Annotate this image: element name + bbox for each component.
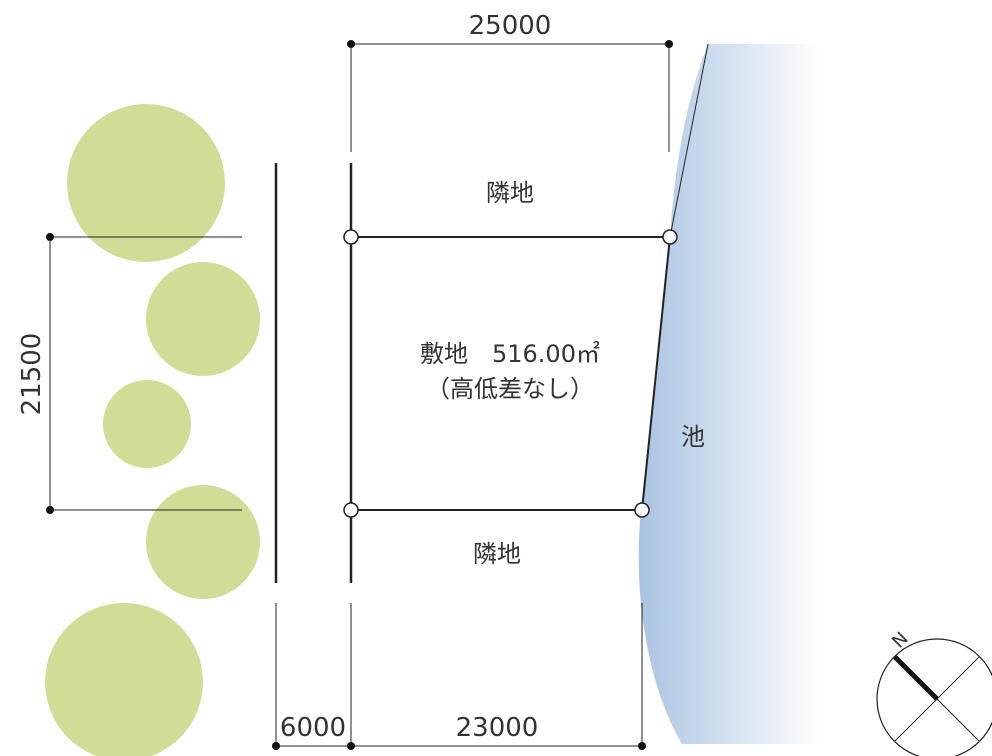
dimension-end-dot	[272, 742, 280, 750]
corner-marker	[343, 502, 359, 518]
dimension-road-width: 6000	[280, 713, 346, 743]
dimension-end-dot	[347, 40, 355, 48]
pond-shore-line-upper	[669, 43, 709, 238]
label-pond: 池	[681, 423, 705, 451]
corner-marker	[343, 229, 359, 245]
dimension-site-depth: 21500	[17, 333, 47, 416]
tree-group	[45, 104, 260, 756]
label-site-area: 敷地 516.00㎡	[420, 340, 600, 368]
dimension-end-dot	[46, 506, 54, 514]
label-neighbor-bottom: 隣地	[473, 540, 521, 568]
corner-markers	[343, 229, 678, 518]
label-site-note: （高低差なし）	[426, 375, 594, 403]
compass-north-needle	[893, 655, 939, 701]
dimension-end-dot	[665, 40, 673, 48]
north-compass: N	[876, 628, 992, 756]
corner-marker	[662, 229, 678, 245]
compass-ring	[876, 638, 992, 756]
compass-cross-line	[936, 656, 980, 700]
compass-cross-line	[936, 698, 980, 742]
tree	[146, 485, 260, 599]
tree	[67, 104, 225, 262]
tree	[45, 603, 203, 756]
tree	[146, 262, 260, 376]
dimension-end-dot	[347, 742, 355, 750]
compass-cross-line	[894, 698, 938, 742]
dimension-end-dot	[638, 742, 646, 750]
site-right-boundary	[641, 236, 671, 511]
label-neighbor-top: 隣地	[486, 179, 534, 207]
tree	[103, 380, 191, 468]
pond-area	[638, 44, 820, 744]
dimension-bottom-width: 23000	[456, 713, 539, 743]
dimension-end-dot	[46, 233, 54, 241]
compass-north-label: N	[888, 628, 912, 652]
corner-marker	[634, 502, 650, 518]
dimension-top-width: 25000	[469, 11, 552, 41]
